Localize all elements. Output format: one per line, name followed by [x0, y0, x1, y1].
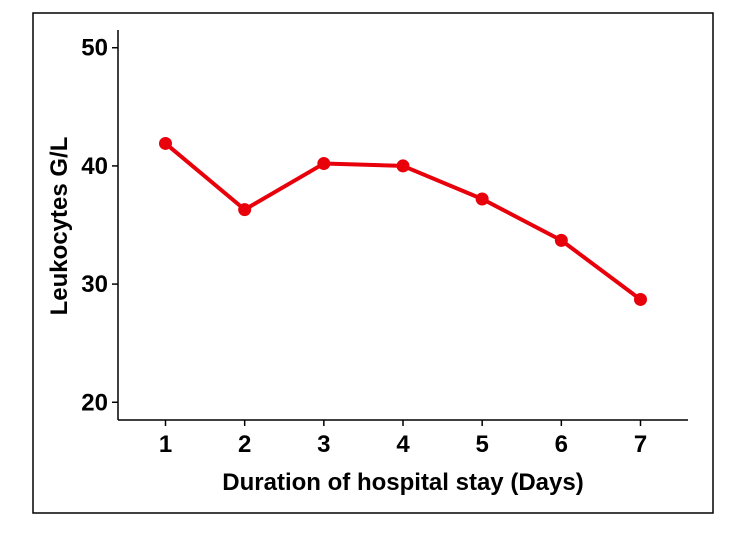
y-tick-label: 40: [81, 153, 108, 180]
axes: 20 30 40 50 1 2 3 4 5 6 7: [81, 30, 688, 458]
x-tick-label: 2: [238, 431, 251, 458]
y-tick-label: 50: [81, 35, 108, 62]
x-tick-label: 3: [317, 431, 330, 458]
x-tick-label: 5: [475, 431, 488, 458]
data-point: [159, 136, 172, 150]
data-point: [396, 159, 410, 173]
y-tick-label: 20: [81, 389, 108, 416]
x-axis-title: Duration of hospital stay (Days): [222, 469, 583, 496]
y-axis-title: Leukocytes G/L: [46, 137, 73, 316]
y-tick-label: 30: [81, 271, 108, 298]
plot-area: [159, 136, 647, 306]
data-point: [238, 203, 252, 217]
data-point: [554, 233, 568, 247]
figure-frame: [32, 12, 714, 514]
x-tick-label: 6: [555, 431, 568, 458]
x-tick-label: 7: [634, 431, 647, 458]
x-tick-label: 4: [396, 431, 410, 458]
data-point: [475, 192, 489, 206]
x-tick-label: 1: [159, 431, 172, 458]
data-point: [634, 292, 647, 306]
data-point: [317, 157, 331, 171]
